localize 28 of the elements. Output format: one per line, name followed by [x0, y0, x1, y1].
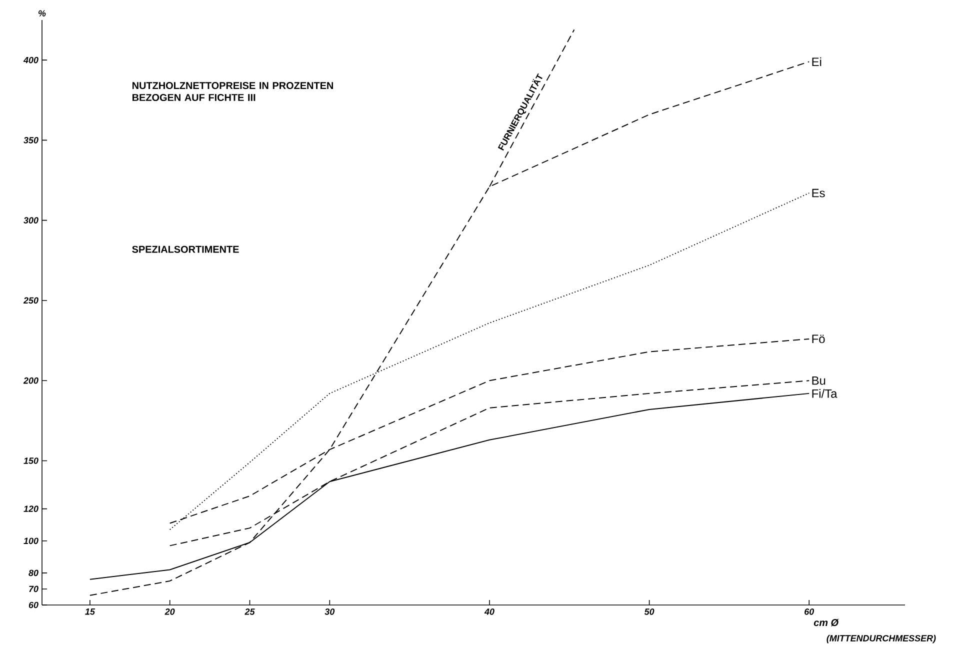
series-label: Es: [812, 188, 825, 198]
y-tick-label: 70: [29, 586, 38, 592]
series-label: Fi/Ta: [812, 389, 838, 398]
x-tick-label: 30: [324, 608, 335, 615]
y-tick-label: 100: [24, 538, 38, 544]
x-tick-label: 25: [244, 608, 255, 615]
x-tick-label: 20: [164, 608, 175, 615]
series-label: Fö: [812, 334, 825, 344]
x-tick-label: 40: [484, 608, 494, 615]
text: (MITTENDURCHMESSER): [826, 634, 936, 644]
y-tick-label: 300: [24, 217, 38, 224]
y-tick-label: 400: [23, 56, 38, 64]
y-tick-label: 150: [24, 458, 38, 464]
x-tick-label: 15: [85, 608, 96, 615]
y-tick-label: 80: [28, 570, 38, 576]
x-tick-label: 50: [644, 608, 654, 615]
y-tick-label: 250: [23, 297, 38, 304]
y-axis-title: %: [38, 10, 46, 16]
series-label: Bu: [812, 376, 826, 385]
x-axis-title: cm Ø: [814, 618, 839, 626]
series-label: Ei: [812, 57, 822, 66]
y-tick-label: 350: [24, 137, 38, 144]
y-tick-label: 120: [24, 506, 38, 512]
x-tick-label: 60: [804, 608, 814, 615]
text: SPEZIALSORTIMENTE: [132, 246, 239, 253]
y-tick-label: 60: [28, 602, 38, 608]
text: NUTZHOLZNETTOPREISE IN PROZENTEN BEZOGEN AUF FICHTE III: [132, 82, 334, 102]
y-tick-label: 200: [23, 377, 38, 384]
